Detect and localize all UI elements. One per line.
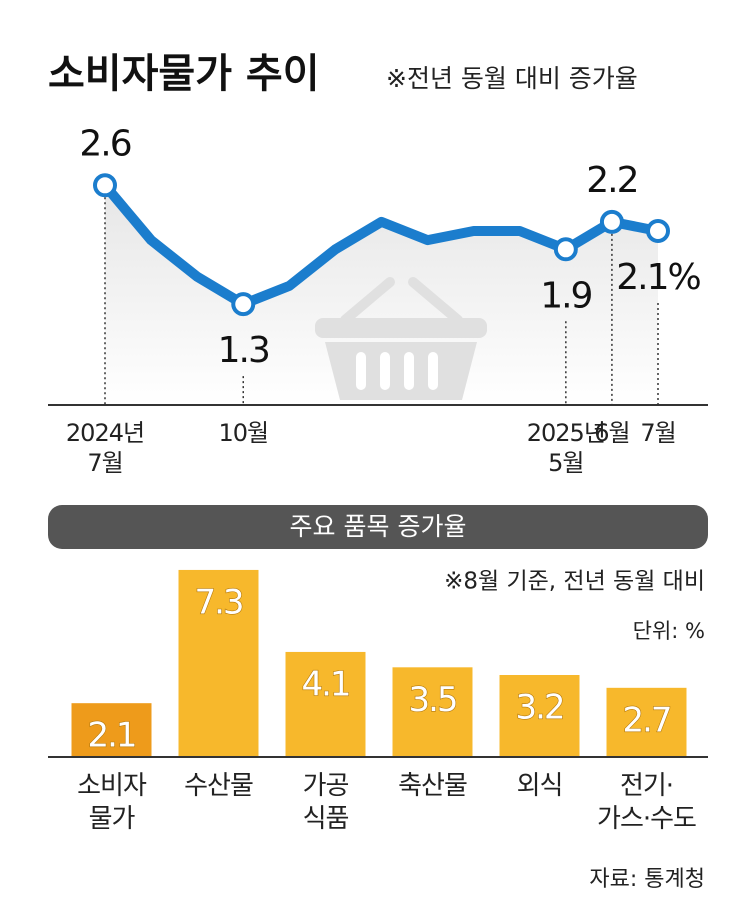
data-label: 4.1 — [301, 664, 349, 704]
chart-title: 소비자물가 추이 — [48, 51, 320, 97]
x-tick-label: 6월 — [594, 419, 630, 447]
x-tick-label: 가공 식품 — [302, 771, 350, 834]
data-label: 1.3 — [218, 330, 269, 371]
point — [231, 292, 256, 317]
chart-subtitle: ※전년 동월 대비 증가율 — [386, 64, 638, 93]
data-label: 2.1% — [616, 257, 700, 298]
x-tick-label: 전기· 가스·수도 — [597, 771, 697, 834]
bar — [178, 569, 259, 757]
bar — [285, 651, 366, 757]
section-title: 주요 품목 증가율 — [290, 512, 467, 541]
point — [599, 209, 624, 234]
data-label: 2.6 — [79, 123, 130, 164]
x-tick-label: 7월 — [640, 419, 676, 447]
x-tick-label: 소비자 물가 — [77, 771, 147, 834]
x-tick-label: 외식 — [516, 771, 564, 801]
data-label: 2.1 — [87, 716, 135, 756]
data-label: 2.7 — [622, 700, 670, 740]
point — [553, 237, 578, 262]
note: ※8월 기준, 전년 동월 대비 — [444, 569, 705, 595]
bar — [71, 703, 152, 757]
data-label: 3.2 — [515, 688, 563, 728]
section-header — [48, 505, 708, 549]
bar — [392, 667, 473, 757]
x-tick-label: 2025년 5월 — [526, 419, 606, 477]
point — [93, 173, 117, 198]
source: 자료: 통계청 — [589, 867, 705, 892]
x-tick-label: 수산물 — [184, 771, 254, 801]
x-tick-label: 10월 — [218, 419, 269, 447]
data-label: 2.2 — [586, 160, 637, 201]
data-label: 3.5 — [408, 680, 456, 720]
point — [646, 219, 670, 243]
x-tick-label: 축산물 — [398, 771, 468, 801]
x-tick-label: 2024년 7월 — [65, 419, 145, 477]
data-label: 1.9 — [540, 275, 591, 316]
unit: 단위: % — [633, 619, 705, 643]
basket-icon — [315, 277, 487, 400]
data-label: 7.3 — [194, 582, 242, 622]
bar — [499, 675, 580, 757]
bar — [606, 687, 687, 757]
